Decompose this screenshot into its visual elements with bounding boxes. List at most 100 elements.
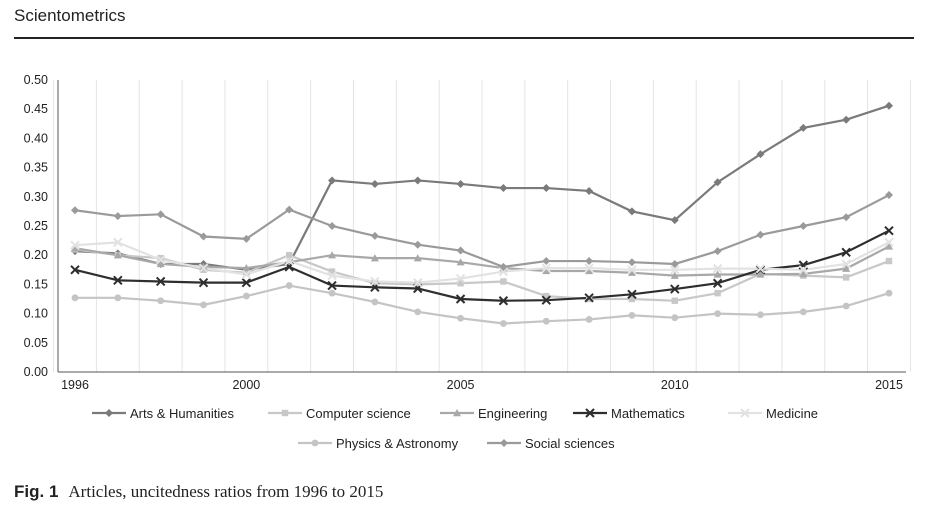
data-point xyxy=(285,282,293,289)
data-point xyxy=(371,280,379,287)
data-point xyxy=(328,289,336,297)
data-point xyxy=(799,308,807,316)
y-tick-label: 0.05 xyxy=(24,336,48,350)
data-point xyxy=(242,264,251,272)
data-point xyxy=(757,311,764,319)
data-point xyxy=(755,263,766,274)
series-line xyxy=(74,248,890,302)
data-point xyxy=(327,270,337,281)
data-point xyxy=(671,314,679,322)
data-point xyxy=(413,176,422,185)
data-point xyxy=(113,251,122,259)
data-point xyxy=(113,275,123,286)
figure-caption: Fig. 1 Articles, uncitedness ratios from … xyxy=(14,482,383,502)
data-point xyxy=(285,205,294,214)
data-point xyxy=(199,262,208,271)
data-point xyxy=(156,210,165,219)
data-point xyxy=(542,184,551,193)
data-point xyxy=(585,186,594,195)
data-point xyxy=(714,310,722,317)
data-point xyxy=(198,263,209,273)
data-point xyxy=(584,293,594,303)
data-point xyxy=(670,284,680,294)
data-point xyxy=(670,265,680,275)
data-point xyxy=(627,265,637,275)
data-point xyxy=(113,237,123,248)
y-tick-label: 0.35 xyxy=(24,161,48,175)
data-point xyxy=(241,277,252,288)
data-point xyxy=(885,191,893,200)
y-tick-label: 0.30 xyxy=(24,190,48,204)
legend-label: Mathematics xyxy=(611,406,685,421)
data-point xyxy=(799,269,808,278)
data-point xyxy=(885,257,893,265)
data-point xyxy=(885,101,893,110)
y-tick-label: 0.20 xyxy=(24,248,48,262)
data-point xyxy=(842,302,850,310)
data-point xyxy=(541,295,551,305)
data-point xyxy=(585,257,594,266)
x-tick-label: 2005 xyxy=(447,378,475,392)
data-point xyxy=(71,294,79,302)
legend-item: Social sciences xyxy=(487,436,615,451)
series-line xyxy=(74,241,890,284)
figure-label: Fig. 1 xyxy=(14,482,59,501)
data-point xyxy=(670,259,679,268)
data-point xyxy=(70,240,80,250)
data-point xyxy=(242,234,251,243)
data-point xyxy=(242,292,250,300)
data-point xyxy=(712,263,723,274)
data-point xyxy=(413,240,422,249)
data-point xyxy=(456,258,465,266)
data-point xyxy=(155,276,166,287)
data-point xyxy=(670,271,679,279)
data-point xyxy=(414,308,422,316)
data-point xyxy=(712,278,723,288)
legend-marker xyxy=(281,409,289,417)
journal-title: Scientometrics xyxy=(14,6,126,25)
data-point xyxy=(284,256,294,266)
data-point xyxy=(370,254,379,262)
legend-marker xyxy=(105,409,113,417)
data-point xyxy=(243,269,250,276)
data-point xyxy=(328,222,337,230)
x-tick-label: 2015 xyxy=(875,378,903,392)
data-point xyxy=(799,123,808,132)
data-point xyxy=(200,301,207,309)
series-line xyxy=(75,284,890,325)
data-point xyxy=(585,266,594,275)
data-point xyxy=(498,266,509,277)
data-point xyxy=(628,295,636,303)
data-point xyxy=(499,184,508,193)
data-point xyxy=(543,292,550,300)
data-point xyxy=(713,178,722,187)
data-point xyxy=(328,251,337,259)
legend-item: Physics & Astronomy xyxy=(298,436,459,451)
legend-item: Mathematics xyxy=(573,406,685,421)
data-point xyxy=(371,298,379,306)
data-point xyxy=(328,268,336,275)
data-point xyxy=(370,231,379,240)
y-tick-label: 0.50 xyxy=(24,73,48,87)
data-point xyxy=(842,115,851,124)
data-point xyxy=(457,280,464,287)
data-point xyxy=(157,297,165,305)
data-point xyxy=(841,259,851,269)
data-point xyxy=(414,281,421,288)
series-line xyxy=(74,104,890,271)
data-point xyxy=(71,244,79,252)
data-point xyxy=(627,207,636,216)
data-point xyxy=(241,269,252,280)
series-line xyxy=(74,194,890,269)
data-point xyxy=(542,266,551,275)
data-point xyxy=(198,277,209,288)
legend-item: Arts & Humanities xyxy=(92,406,235,421)
data-point xyxy=(114,294,122,302)
data-point xyxy=(799,222,808,230)
data-point xyxy=(70,265,80,275)
legend-marker xyxy=(585,408,595,418)
data-point xyxy=(413,254,422,262)
data-point xyxy=(756,150,765,159)
data-point xyxy=(842,213,851,222)
data-point xyxy=(627,258,636,267)
